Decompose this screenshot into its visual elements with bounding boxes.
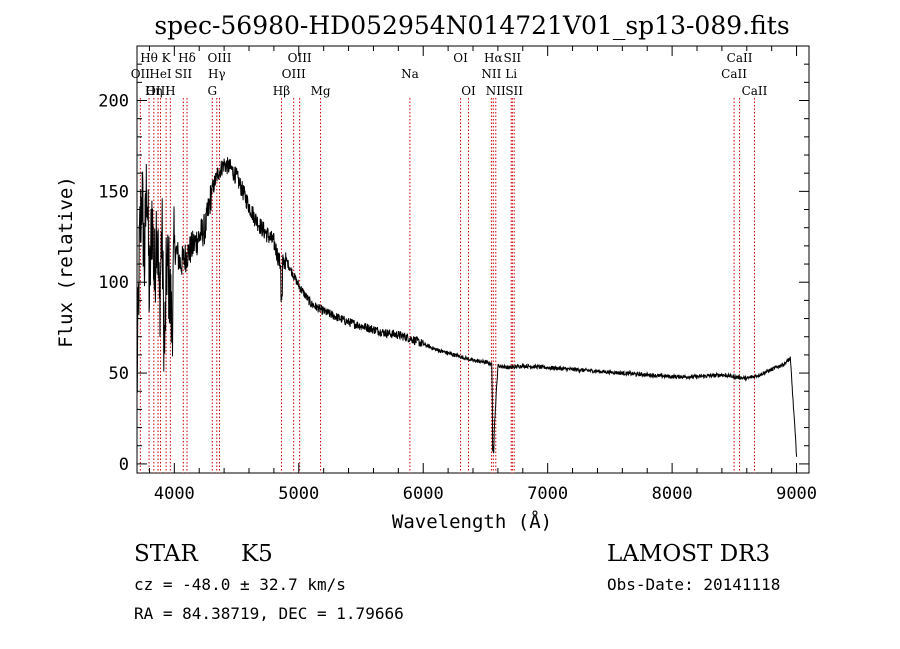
y-tick-label: 0	[119, 455, 129, 475]
redshift-text: cz = -48.0 ± 32.7 km/s	[134, 575, 346, 594]
emission-line-markers	[139, 98, 755, 473]
line-label: Na	[401, 67, 419, 81]
line-label: CaII	[727, 51, 753, 65]
chart-title: spec-56980-HD052954N014721V01_sp13-089.f…	[154, 11, 789, 40]
line-label: OIII	[288, 51, 312, 65]
line-label: SII	[503, 51, 521, 65]
y-tick-label: 150	[98, 182, 129, 202]
y-axis-label: Flux (relative)	[55, 176, 77, 348]
line-label: K	[162, 51, 172, 65]
obs-date: Obs-Date: 20141118	[607, 575, 780, 594]
line-label: Mg	[311, 84, 331, 98]
y-tick-label: 100	[98, 273, 129, 293]
x-tick-label: 8000	[652, 484, 693, 504]
y-axis: 0 50 100 150 200	[98, 63, 809, 475]
x-axis: 4000 5000 6000 7000 8000 9000	[148, 46, 817, 504]
y-tick-label: 200	[98, 92, 129, 112]
spectrum-layer	[136, 157, 798, 457]
line-label: HeI	[149, 67, 172, 81]
emission-line-labels: OII Hθ OIII K HeI Hη H SII Hδ OIII Hγ G OIII OIII Hβ Mg…	[131, 51, 768, 98]
line-label: CaII	[721, 67, 747, 81]
x-tick-label: 5000	[278, 484, 319, 504]
line-label: Hδ	[178, 51, 196, 65]
line-label: Li	[505, 67, 517, 81]
line-label: SII	[174, 67, 192, 81]
plot-frame	[136, 45, 810, 474]
x-tick-label: 4000	[154, 484, 195, 504]
x-tick-label: 7000	[527, 484, 568, 504]
coordinates: RA = 84.38719, DEC = 1.79666	[134, 604, 404, 623]
line-label: CaII	[742, 84, 768, 98]
line-label: G	[207, 84, 217, 98]
object-subclass: K5	[241, 541, 273, 567]
x-tick-label: 9000	[776, 484, 817, 504]
line-label: Hβ	[273, 84, 290, 98]
line-label: OIII	[207, 51, 231, 65]
line-label: Hγ	[208, 67, 226, 81]
line-label: OIII	[282, 67, 306, 81]
line-label: OII	[131, 67, 151, 81]
line-label: NII	[481, 67, 501, 81]
line-label: OIII	[146, 84, 170, 98]
x-tick-label: 6000	[403, 484, 444, 504]
line-label: OI	[461, 84, 476, 98]
survey-name: LAMOST DR3	[607, 541, 770, 567]
line-label: Hα	[484, 51, 503, 65]
x-axis-label: Wavelength (Å)	[392, 510, 552, 533]
line-label: SII	[505, 84, 523, 98]
line-label: H	[165, 84, 175, 98]
line-label: OI	[453, 51, 468, 65]
spectrum-line	[136, 157, 798, 457]
object-class: STAR	[134, 541, 198, 567]
line-label: Hθ	[140, 51, 158, 65]
line-label: Hη	[145, 84, 163, 98]
y-tick-label: 50	[109, 364, 129, 384]
line-label: NII	[486, 84, 506, 98]
